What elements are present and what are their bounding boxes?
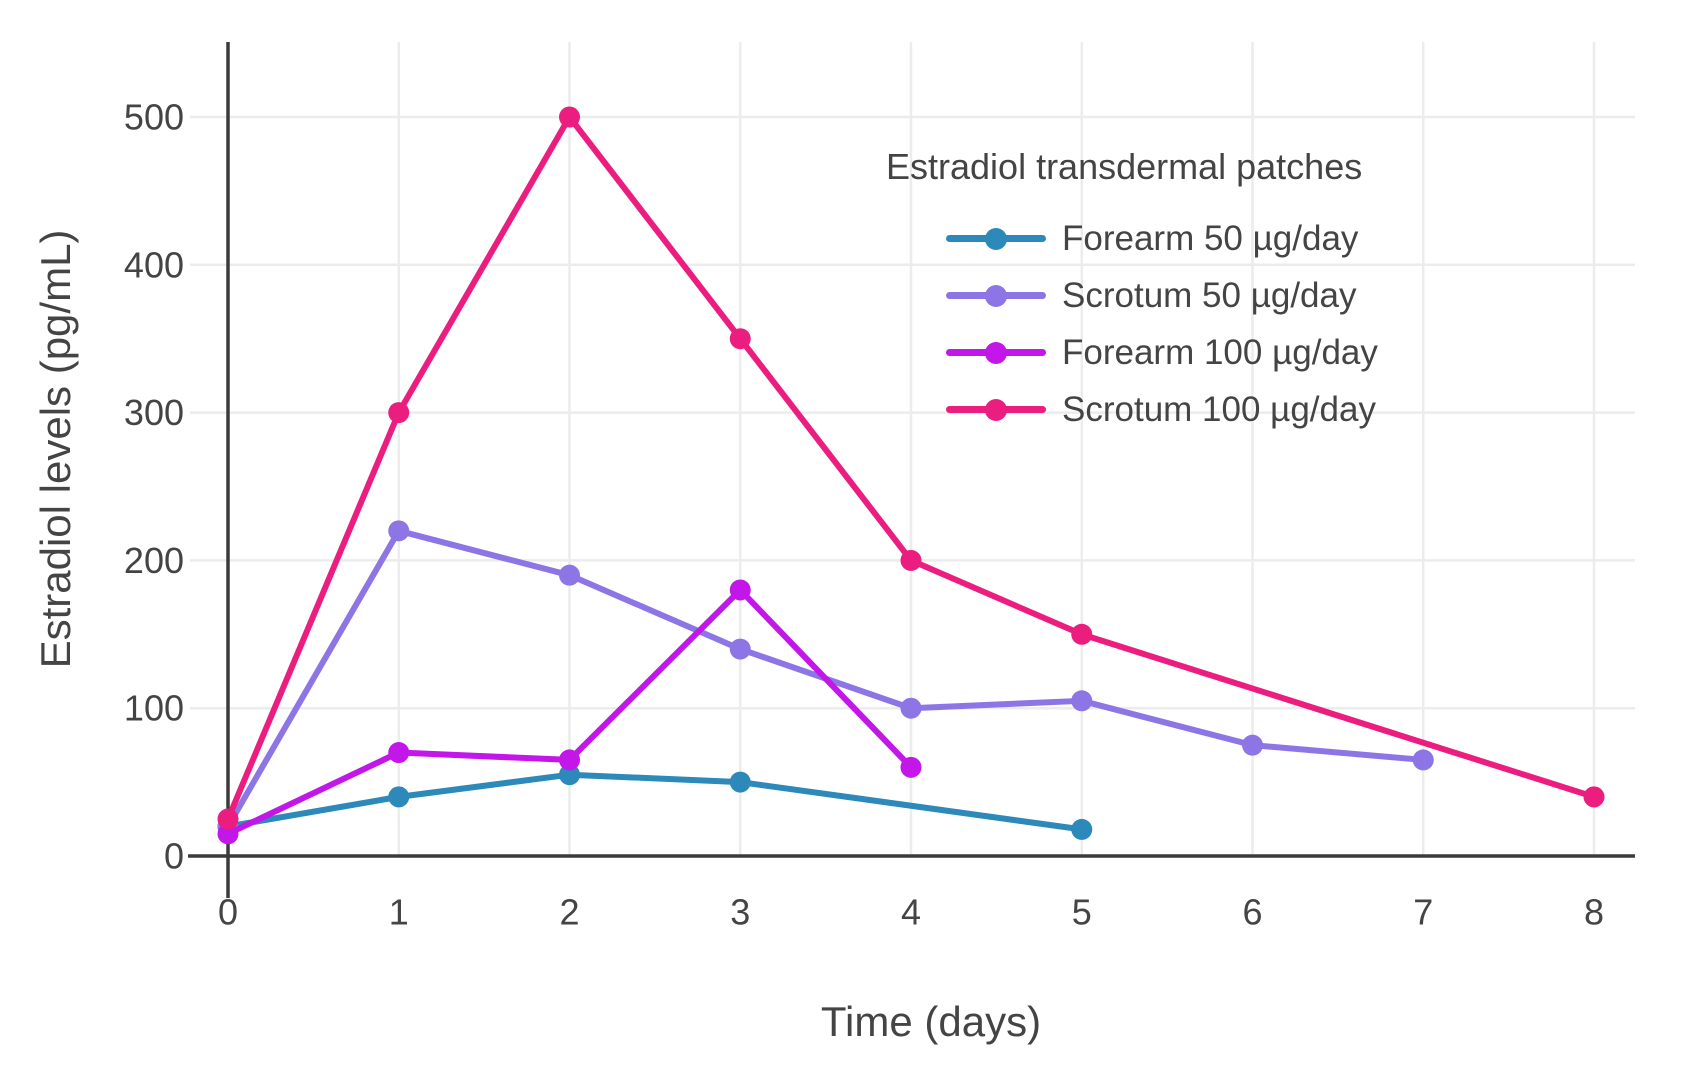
legend-line-sample xyxy=(946,341,1046,364)
y-tick-label: 0 xyxy=(164,836,184,877)
legend-marker-dot xyxy=(985,398,1007,421)
legend-item-label: Scrotum 100 µg/day xyxy=(1062,389,1376,429)
x-axis-title: Time (days) xyxy=(820,998,1042,1045)
series-marker-forearm-100-g-day xyxy=(559,749,580,771)
legend-title: Estradiol transdermal patches xyxy=(886,146,1363,187)
series-marker-forearm-50-g-day xyxy=(1071,818,1093,840)
x-tick-label: 3 xyxy=(730,892,750,933)
legend-marker-dot xyxy=(985,341,1007,364)
series-marker-forearm-100-g-day xyxy=(217,823,239,845)
legend-item-scrotum-50[interactable]: Scrotum 50 µg/day xyxy=(886,267,1356,324)
legend-item-forearm-100[interactable]: Forearm 100 µg/day xyxy=(886,324,1378,381)
series-marker-scrotum-100-g-day xyxy=(1583,786,1605,808)
y-tick-label: 500 xyxy=(124,97,184,138)
x-tick-label: 8 xyxy=(1584,892,1604,933)
legend-marker-dot xyxy=(985,284,1007,307)
series-marker-forearm-50-g-day xyxy=(388,786,410,808)
series-line-forearm-50-g-day xyxy=(225,771,1085,833)
legend-item-label: Scrotum 50 µg/day xyxy=(1062,275,1357,315)
series-marker-scrotum-100-g-day xyxy=(729,328,751,350)
legend: Estradiol transdermal patches Forearm 50… xyxy=(886,146,1378,438)
series-marker-forearm-50-g-day xyxy=(559,764,580,786)
y-tick-label: 200 xyxy=(124,540,184,581)
legend-item-label: Forearm 50 µg/day xyxy=(1062,218,1359,258)
series-marker-scrotum-50-g-day xyxy=(900,697,922,719)
legend-line-sample xyxy=(946,398,1046,421)
legend-line-sample xyxy=(946,227,1046,250)
series-marker-forearm-100-g-day xyxy=(900,756,922,778)
x-tick-label: 5 xyxy=(1072,892,1092,933)
legend-item-scrotum-100[interactable]: Scrotum 100 µg/day xyxy=(886,381,1376,438)
series-marker-scrotum-50-g-day xyxy=(1071,690,1093,712)
series-marker-scrotum-50-g-day xyxy=(1412,749,1434,771)
series-marker-scrotum-50-g-day xyxy=(1242,734,1263,756)
series-marker-scrotum-50-g-day xyxy=(729,638,751,660)
x-tick-label: 4 xyxy=(901,892,921,933)
x-tick-label: 0 xyxy=(218,892,238,933)
series-marker-scrotum-100-g-day xyxy=(217,808,239,830)
y-tick-label: 400 xyxy=(124,244,184,285)
y-tick-label: 300 xyxy=(124,392,184,433)
x-tick-label: 7 xyxy=(1413,892,1433,933)
series-marker-scrotum-50-g-day xyxy=(559,564,580,586)
y-axis-title: Estradiol levels (pg/mL) xyxy=(32,229,79,669)
legend-marker-dot xyxy=(985,227,1007,250)
legend-item-label: Forearm 100 µg/day xyxy=(1062,332,1378,372)
series-marker-scrotum-100-g-day xyxy=(900,549,922,571)
x-tick-label: 6 xyxy=(1242,892,1262,933)
x-tick-label: 2 xyxy=(559,892,579,933)
series-marker-scrotum-100-g-day xyxy=(1071,623,1093,645)
legend-line-sample xyxy=(946,284,1046,307)
series-marker-scrotum-50-g-day xyxy=(388,520,410,542)
series-marker-forearm-50-g-day xyxy=(729,771,751,793)
series-marker-forearm-100-g-day xyxy=(388,742,410,764)
series-marker-scrotum-100-g-day xyxy=(559,106,580,128)
series-marker-scrotum-100-g-day xyxy=(388,402,410,424)
y-tick-label: 100 xyxy=(124,688,184,729)
x-tick-label: 1 xyxy=(389,892,409,933)
legend-item-forearm-50[interactable]: Forearm 50 µg/day xyxy=(886,210,1358,267)
series-marker-forearm-100-g-day xyxy=(729,579,751,601)
